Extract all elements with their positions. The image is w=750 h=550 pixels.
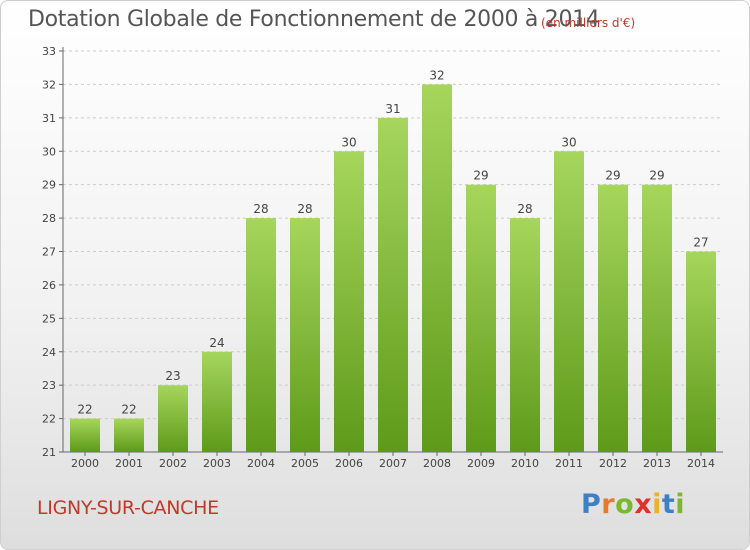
data-label: 29 [473,169,488,183]
logo-letter: i [675,489,686,520]
data-label: 29 [605,169,620,183]
data-label: 31 [385,102,400,116]
data-label: 27 [693,236,708,250]
data-label: 23 [165,369,180,383]
data-label: 32 [429,68,444,82]
data-label: 28 [253,202,268,216]
x-tick-label: 2002 [159,457,187,470]
x-tick-label: 2003 [203,457,231,470]
logo-letter: P [581,489,602,520]
proxiti-logo: Proxiti [581,489,685,520]
commune-name: LIGNY-SUR-CANCHE [37,497,219,519]
x-tick-label: 2004 [247,457,275,470]
chart-title: Dotation Globale de Fonctionnement de 20… [28,7,600,32]
x-tick-label: 2007 [379,457,407,470]
y-tick-label: 25 [42,312,56,325]
x-tick-label: 2000 [71,457,99,470]
logo-letter: i [652,489,662,520]
bar [114,418,144,452]
data-label: 28 [517,202,532,216]
y-tick-label: 29 [42,179,56,192]
y-tick-label: 21 [42,446,56,459]
x-tick-label: 2012 [599,457,627,470]
bar [466,184,496,452]
logo-letter: t [661,489,676,520]
bar [422,84,452,453]
data-label: 22 [121,403,136,417]
data-label: 22 [77,403,92,417]
x-tick-label: 2011 [555,457,583,470]
bar [290,218,320,452]
logo-letter: x [634,489,653,520]
x-tick-label: 2010 [511,457,539,470]
chart-subtitle: (en milliers d'€) [541,16,636,30]
y-tick-label: 22 [42,413,56,426]
y-tick-label: 23 [42,379,56,392]
bar [158,385,188,452]
logo-letter: o [615,489,635,520]
bar [246,218,276,452]
x-tick-label: 2009 [467,457,495,470]
bar [202,351,232,452]
data-label: 30 [341,135,356,149]
y-tick-label: 27 [42,246,56,259]
data-label: 24 [209,336,224,350]
x-tick-label: 2013 [643,457,671,470]
x-tick-label: 2014 [687,457,715,470]
y-tick-label: 33 [42,45,56,58]
bar [642,184,672,452]
bar [686,251,716,452]
bar [70,418,100,452]
data-label: 30 [561,135,576,149]
x-tick-label: 2001 [115,457,143,470]
bar [378,117,408,452]
x-tick-label: 2006 [335,457,363,470]
y-tick-label: 31 [42,112,56,125]
bar-chart: 21 22 23 24 25 26 27 28 29 30 31 32 33 2000 2001 2002 20… [42,45,723,470]
y-tick-label: 32 [42,78,56,91]
y-tick-label: 24 [42,346,56,359]
y-tick-label: 28 [42,212,56,225]
bar [510,218,540,452]
y-tick-label: 26 [42,279,56,292]
y-tick-label: 30 [42,145,56,158]
x-tick-label: 2008 [423,457,451,470]
data-label: 28 [297,202,312,216]
data-label: 29 [649,169,664,183]
bar [598,184,628,452]
logo-letter: r [601,489,616,520]
bar [554,151,584,452]
bar [334,151,364,452]
x-tick-label: 2005 [291,457,319,470]
